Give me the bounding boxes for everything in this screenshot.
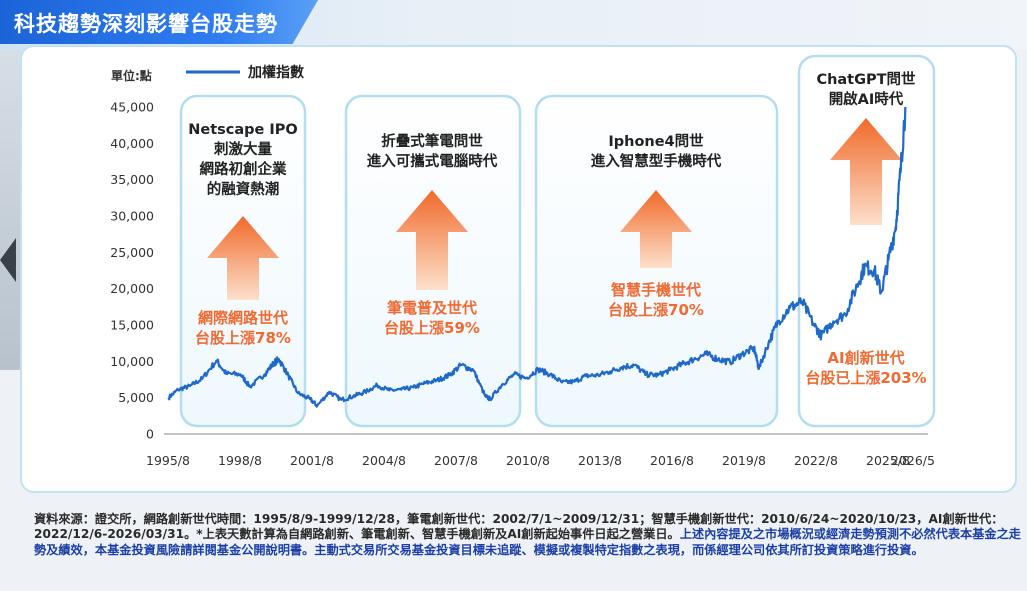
x-tick-label: 2026/5 (891, 453, 935, 468)
index-line-chart: 0 5,000 10,000 15,000 20,000 25,000 30,000 35,0… (110, 54, 936, 468)
y-tick-label: 25,000 (110, 245, 154, 260)
y-tick-label: 20,000 (110, 281, 154, 296)
title-banner (0, 0, 318, 44)
x-tick-label: 2022/8 (794, 453, 838, 468)
x-tick-label: 2007/8 (434, 453, 478, 468)
x-tick-label: 2004/8 (362, 453, 406, 468)
y-tick-label: 5,000 (118, 390, 154, 405)
era-4-highlight: AI創新世代 (827, 349, 904, 367)
x-tick-label: 1995/8 (146, 453, 190, 468)
x-tick-label: 2025/8 (866, 453, 910, 468)
era-2-label: 折疊式筆電問世 (381, 132, 483, 150)
up-arrow-icon (620, 190, 692, 268)
source-note: 資料來源：證交所，網路創新世代時間：1995/8/9-1999/12/28，筆電… (34, 512, 1004, 542)
era-1-highlight: 網際網路世代 (198, 309, 288, 327)
era-1-label: 的融資熱潮 (207, 180, 280, 198)
era-1-label: Netscape IPO (188, 122, 298, 138)
page-title: 科技趨勢深刻影響台股走勢 (14, 12, 278, 36)
y-tick-label: 0 (146, 427, 154, 442)
y-tick-label: 40,000 (110, 136, 154, 151)
x-tick-label: 1998/8 (218, 453, 262, 468)
y-tick-label: 45,000 (110, 100, 154, 115)
unit-label: 單位:點 (111, 68, 152, 83)
era-4-highlight: 台股已上漲203% (805, 369, 926, 387)
taiex-series-line (167, 106, 907, 408)
y-tick-label: 30,000 (110, 209, 154, 224)
era-2-highlight: 台股上漲59% (384, 319, 480, 337)
x-tick-label: 2019/8 (722, 453, 766, 468)
x-tick-label: 2013/8 (578, 453, 622, 468)
era-3-highlight: 智慧手機世代 (611, 281, 701, 299)
era-box-4 (797, 54, 936, 428)
up-arrow-icon (207, 216, 279, 300)
x-tick-label: 2001/8 (290, 453, 334, 468)
legend-label: 加權指數 (247, 64, 304, 81)
disclaimer-note: 上述內容提及之市場概況或經濟走勢預測不必然代表本基金之走勢及績效，本基金投資風險… (34, 527, 1021, 557)
era-1-highlight: 台股上漲78% (195, 329, 291, 347)
era-2-highlight: 筆電普及世代 (387, 299, 477, 317)
up-arrow-icon (396, 190, 468, 290)
era-2-label: 進入可攜式電腦時代 (367, 152, 498, 170)
up-arrow-icon (830, 118, 902, 225)
era-1-label: 刺激大量 (213, 140, 272, 158)
era-1-label: 網路初創企業 (200, 160, 287, 178)
era-3-label: Iphone4問世 (608, 132, 704, 150)
era-3-label: 進入智慧型手機時代 (591, 152, 722, 170)
y-tick-label: 15,000 (110, 318, 154, 333)
era-4-label: ChatGPT問世 (816, 70, 916, 88)
x-tick-label: 2016/8 (650, 453, 694, 468)
y-tick-label: 10,000 (110, 354, 154, 369)
era-4-label: 開啟AI時代 (829, 90, 904, 108)
y-tick-label: 35,000 (110, 172, 154, 187)
previous-arrow-icon[interactable] (0, 238, 16, 282)
footnote: 資料來源：證交所，網路創新世代時間：1995/8/9-1999/12/28，筆電… (34, 512, 1024, 558)
side-decoration (0, 50, 22, 370)
era-3-highlight: 台股上漲70% (608, 301, 704, 319)
x-tick-label: 2010/8 (506, 453, 550, 468)
